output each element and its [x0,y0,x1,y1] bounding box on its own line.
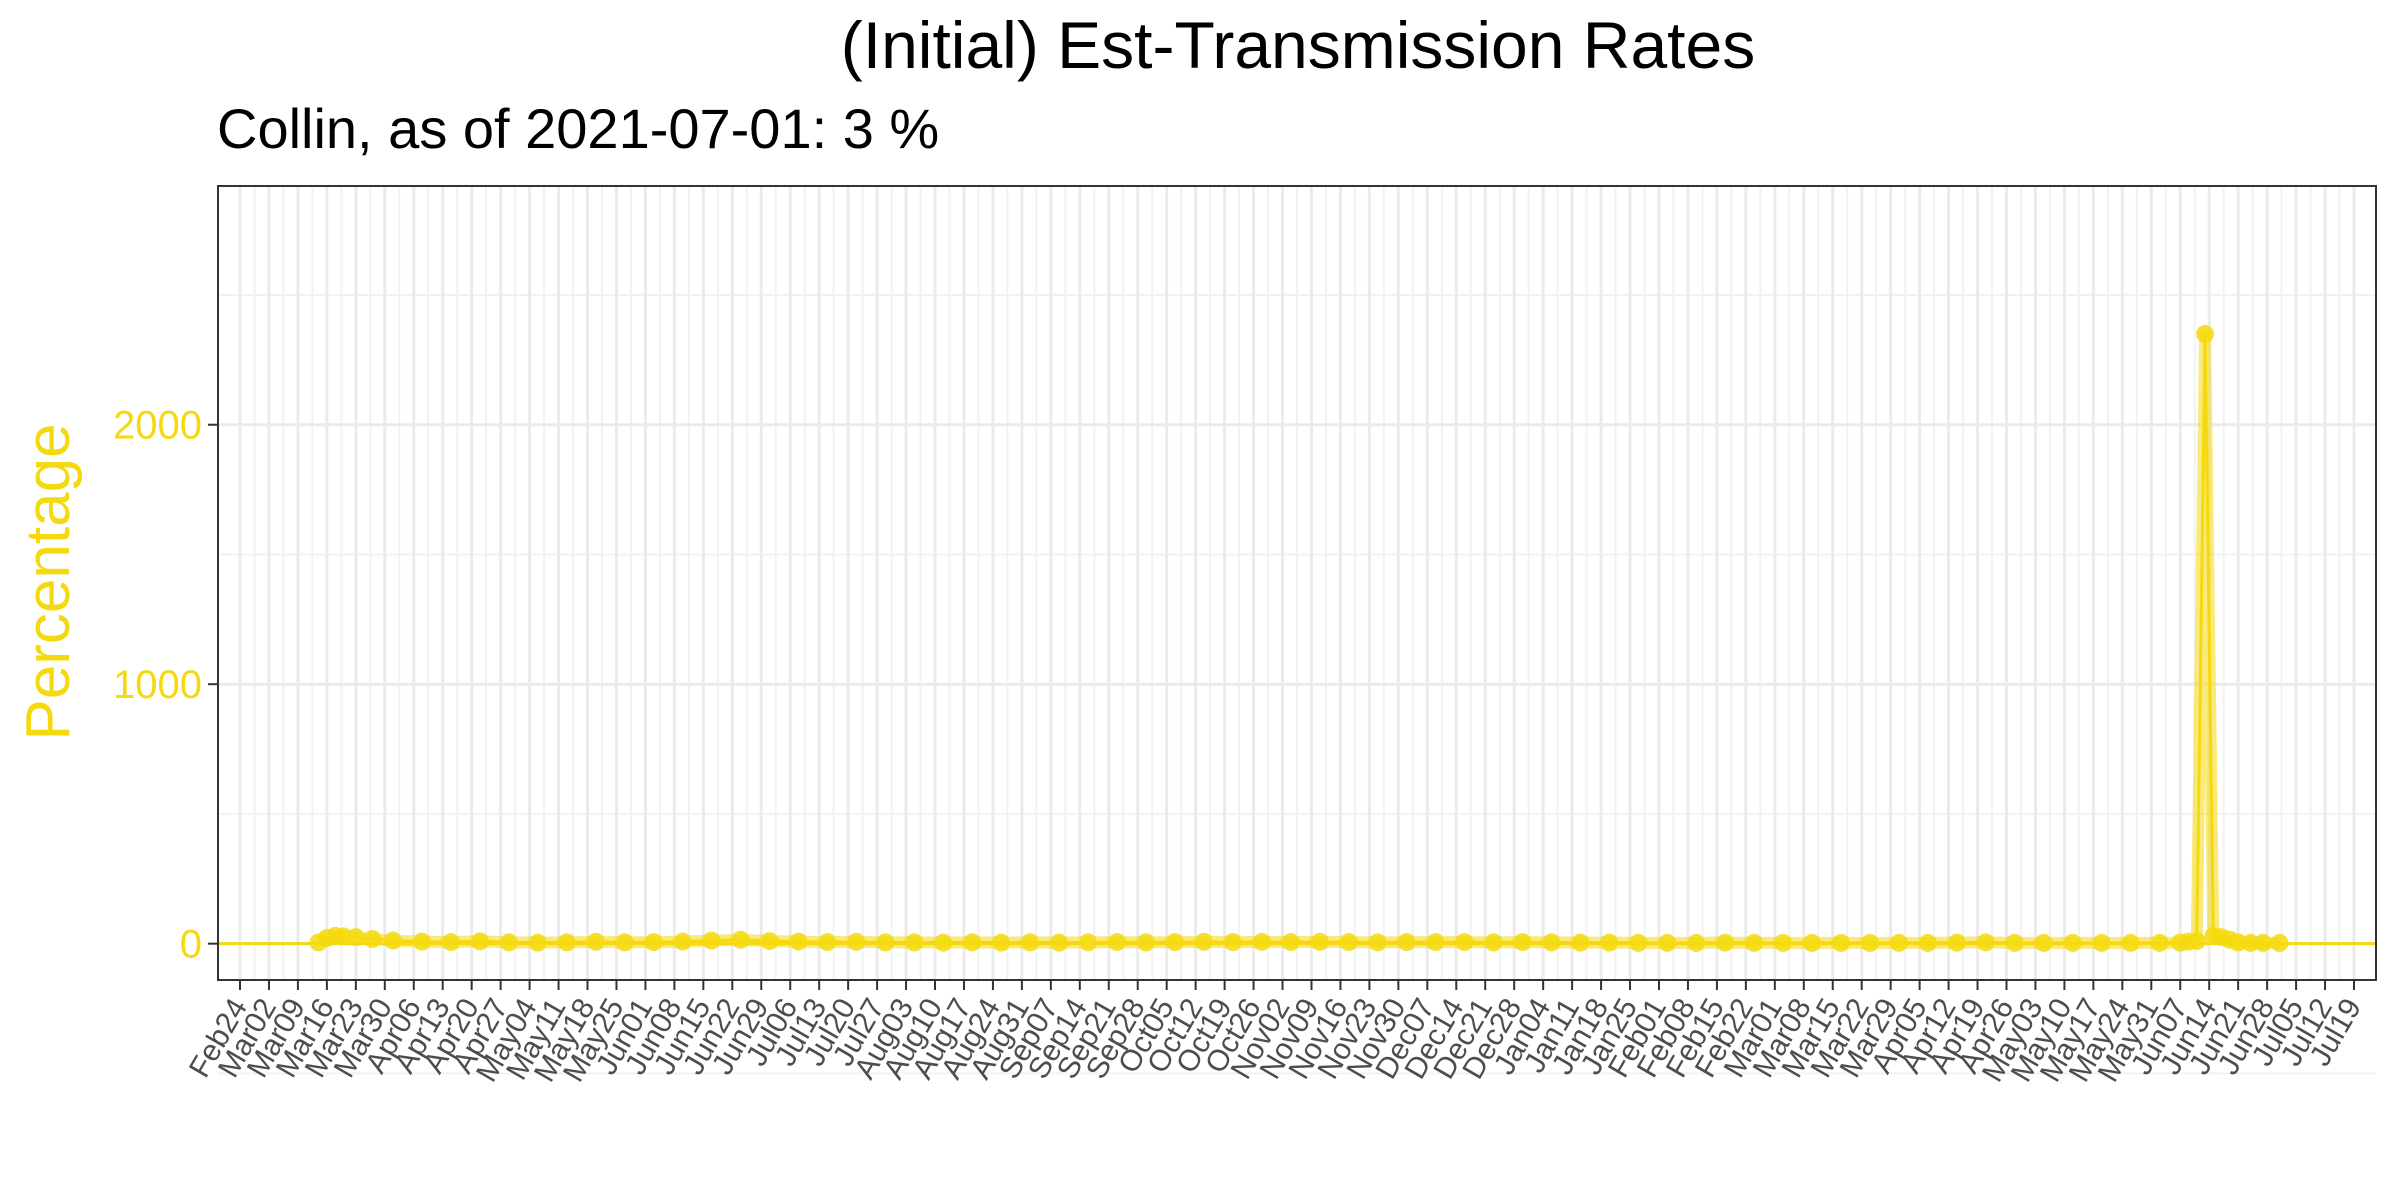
data-point [1716,933,1735,952]
data-point [1745,933,1764,952]
data-point [1368,933,1387,952]
data-point [673,932,692,951]
data-point [905,933,924,952]
data-point [1774,933,1793,952]
data-point [2187,932,2206,951]
data-point [2005,933,2024,952]
minor-gridlines [218,186,2376,1075]
data-point [615,933,634,952]
data-point [557,933,576,952]
data-point [2270,933,2289,952]
data-point [2241,933,2260,952]
data-point [702,931,721,950]
data-point [2150,933,2169,952]
data-point [1021,933,1040,952]
data-point [731,930,750,949]
data-point [413,932,432,951]
data-point [1600,933,1619,952]
data-point [1629,933,1648,952]
x-axis: Feb24Mar02Mar09Mar16Mar23Mar30Apr06Apr13… [183,980,2368,1087]
data-point [934,933,953,952]
y-axis-label: Percentage [14,423,83,740]
data-point [1484,933,1503,952]
data-point [1976,933,1995,952]
y-tick-label: 0 [180,923,202,967]
data-point [1947,933,1966,952]
data-point [1108,933,1127,952]
data-point [1803,933,1822,952]
data-point [1050,933,1069,952]
data-point [1397,933,1416,952]
data-point [470,932,489,951]
data-point [1542,933,1561,952]
data-point [847,932,866,951]
data-point [363,930,382,949]
data-point [1513,933,1532,952]
data-point [441,933,460,952]
data-point [1194,932,1213,951]
data-point [1426,933,1445,952]
data-point [2253,933,2272,952]
data-point [1918,933,1937,952]
data-point [876,933,895,952]
data-point [963,933,982,952]
data-point [760,932,779,951]
chart-subtitle: Collin, as of 2021-07-01: 3 % [217,97,939,160]
data-point [789,932,808,951]
data-point [2034,933,2053,952]
data-point [1281,933,1300,952]
data-point [2063,933,2082,952]
y-tick-label: 2000 [113,404,202,448]
data-point [528,933,547,952]
data-point [1310,932,1329,951]
data-point [384,931,403,950]
data-point [1658,933,1677,952]
data-point [2092,933,2111,952]
data-point [1455,933,1474,952]
y-tick-label: 1000 [113,663,202,707]
data-point [1571,933,1590,952]
y-axis: 0 1000 2000 [113,404,218,967]
data-point [586,932,605,951]
data-point [818,933,837,952]
data-point [499,933,518,952]
data-point [1137,933,1155,952]
data-point [1832,933,1851,952]
data-point [1079,933,1098,952]
data-point [992,933,1011,952]
data-point [1339,933,1358,952]
data-point [644,933,663,952]
data-point [346,928,365,947]
data-point [1889,933,1908,952]
chart-title: (Initial) Est-Transmission Rates [841,8,1755,82]
data-point [1165,933,1184,952]
data-point [2196,324,2215,343]
data-point [1223,933,1242,952]
series-layer [309,324,2289,952]
data-point [1860,933,1879,952]
data-point [1252,932,1271,951]
plot-panel-border [217,185,2377,981]
data-point [2121,933,2140,952]
data-point [1687,933,1706,952]
